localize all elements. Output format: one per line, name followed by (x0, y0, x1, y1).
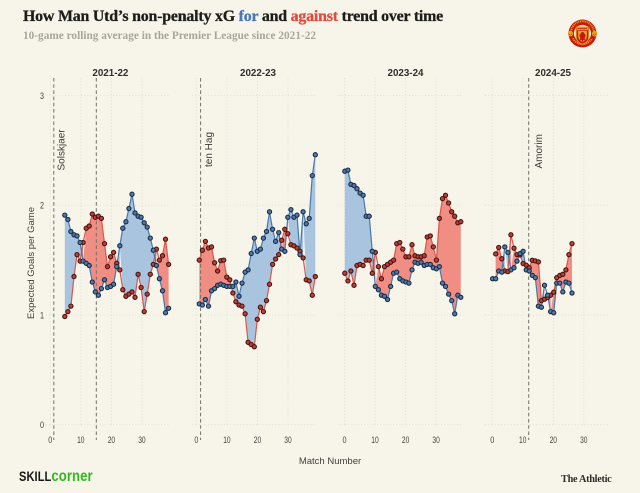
svg-text:3: 3 (40, 91, 44, 101)
svg-text:Match Number: Match Number (299, 456, 361, 467)
svg-text:0: 0 (48, 435, 52, 445)
svg-text:10: 10 (223, 435, 230, 445)
svg-text:30: 30 (432, 435, 439, 445)
svg-text:30: 30 (580, 435, 587, 445)
svg-text:30: 30 (284, 435, 291, 445)
svg-text:Solskjaer: Solskjaer (57, 129, 68, 171)
svg-text:Expected Goals per Game: Expected Goals per Game (26, 207, 37, 319)
svg-text:20: 20 (550, 435, 557, 445)
svg-text:0: 0 (343, 435, 347, 445)
svg-text:ten Hag: ten Hag (204, 132, 215, 167)
svg-text:2024-25: 2024-25 (535, 68, 572, 79)
svg-text:10: 10 (77, 435, 84, 445)
svg-text:2023-24: 2023-24 (388, 68, 425, 79)
svg-text:2: 2 (40, 201, 44, 211)
svg-text:2022-23: 2022-23 (240, 68, 277, 79)
svg-text:0: 0 (194, 435, 198, 445)
svg-text:20: 20 (254, 435, 261, 445)
svg-text:10: 10 (519, 435, 526, 445)
svg-text:0: 0 (490, 435, 494, 445)
svg-text:1: 1 (40, 310, 44, 320)
svg-text:2021-22: 2021-22 (92, 68, 129, 79)
svg-text:20: 20 (402, 435, 409, 445)
svg-text:30: 30 (138, 435, 145, 445)
svg-text:Amorim: Amorim (534, 134, 545, 168)
svg-text:20: 20 (108, 435, 115, 445)
svg-text:10: 10 (371, 435, 378, 445)
svg-text:0: 0 (40, 420, 44, 430)
